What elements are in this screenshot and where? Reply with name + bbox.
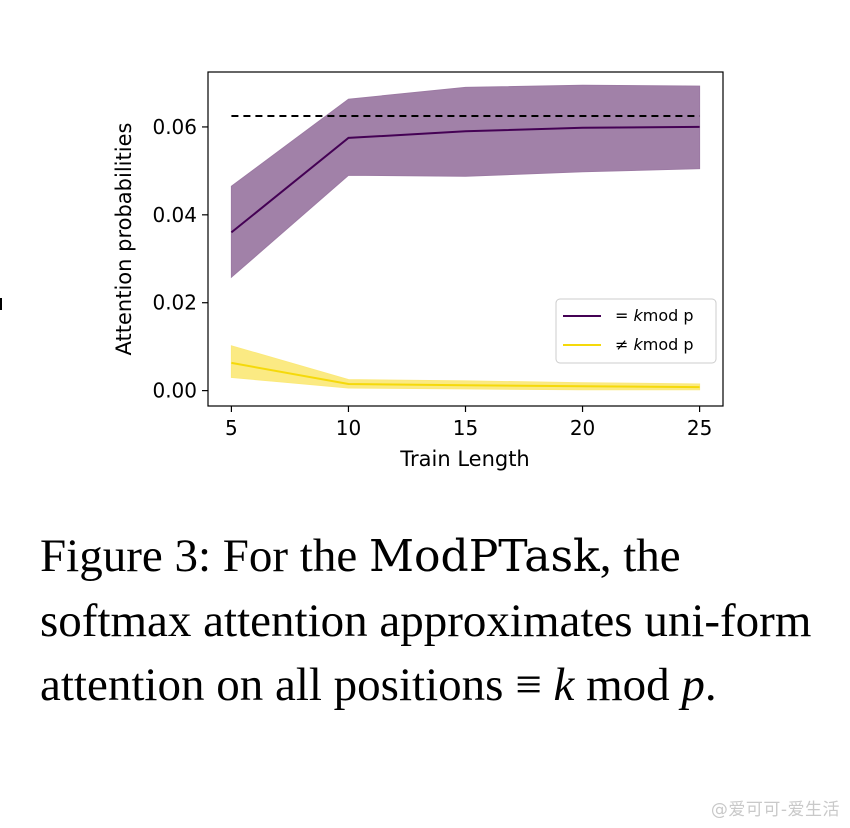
band-series-0 [230,84,701,279]
x-axis: 5 10 15 20 25 [225,406,712,440]
caption-p: p [681,659,705,711]
legend-label-notequal: ≠ kmod p [615,335,694,354]
chart: 5 10 15 20 25 0.000.020.040.06 Train Length … [112,71,724,471]
legend-label-equal: = kmod p [615,306,694,325]
x-tick-label: 10 [336,416,361,440]
y-axis: 0.00 0.02 0.04 0.06 [152,115,208,403]
y-tick-label: 0.04 [152,203,197,227]
legend: = kmod p ≠ kmod p [555,298,717,364]
y-axis-label: Attention probabilities [112,123,136,356]
caption-equiv-symbol: ≡ [515,659,542,711]
caption-end: . [704,659,717,711]
x-axis-label: Train Length [399,447,530,471]
y-tick-label: 0.02 [152,291,197,315]
stray-tick-mark [0,298,2,310]
band-series-1 [230,345,701,391]
caption-task-name: ModPTask [368,531,600,582]
caption-prefix: Figure 3: For the [40,530,369,582]
x-tick-label: 25 [687,416,712,440]
figure-caption: Figure 3: For the ModPTask, the softmax … [40,524,820,717]
caption-middle: , the softmax attention approximates uni… [40,530,812,711]
x-tick-label: 5 [225,416,238,440]
caption-mod: mod [586,659,670,711]
watermark-text: @爱可可-爱生活 [710,800,840,820]
caption-k: k [553,659,575,711]
plot-area [230,84,701,391]
x-tick-label: 15 [453,416,478,440]
x-tick-label: 20 [570,416,595,440]
y-tick-label: 0.06 [152,115,197,139]
y-tick-label: 0.00 [152,379,197,403]
